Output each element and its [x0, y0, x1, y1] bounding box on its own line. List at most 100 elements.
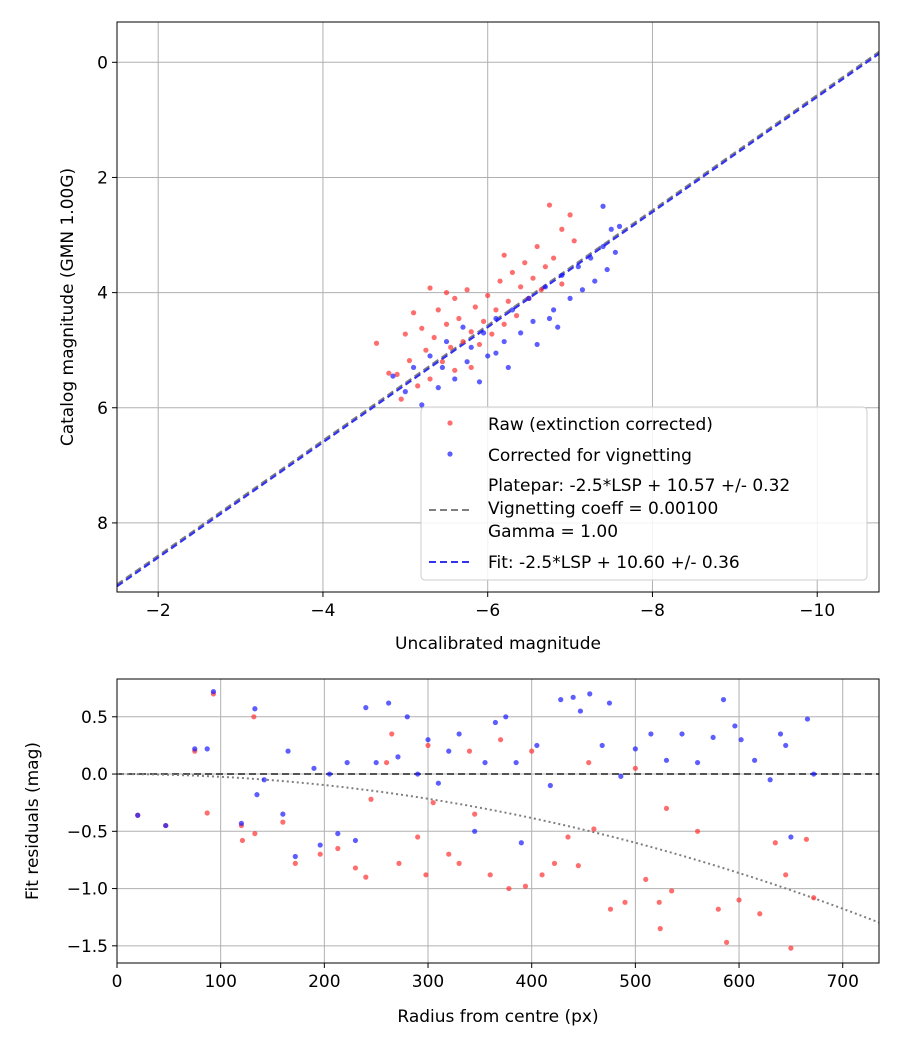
- bottom-raw-point: [565, 834, 571, 840]
- top-raw-point: [505, 298, 511, 304]
- bottom-corrected-point: [238, 820, 245, 826]
- top-x-axis-label: Uncalibrated magnitude: [395, 634, 601, 654]
- top-x-tick-label: −8: [640, 601, 665, 621]
- bottom-corrected-point: [404, 714, 410, 720]
- bottom-raw-point: [396, 860, 402, 866]
- bottom-corrected-point: [135, 812, 141, 818]
- bottom-raw-point: [657, 926, 663, 932]
- legend-raw-marker: [447, 420, 453, 426]
- top-y-tick-label: 4: [97, 284, 108, 304]
- bottom-corrected-point: [547, 782, 553, 789]
- bottom-raw-point: [632, 765, 638, 771]
- bottom-x-axis-label: Radius from centre (px): [397, 1007, 598, 1027]
- top-y-tick-label: 6: [97, 399, 108, 419]
- bottom-raw-point: [736, 897, 742, 903]
- bottom-raw-point: [529, 748, 535, 754]
- bottom-corrected-point: [679, 731, 685, 737]
- top-raw-point: [509, 269, 516, 276]
- top-corrected-point: [402, 389, 408, 395]
- bottom-raw-point: [487, 872, 493, 878]
- top-raw-point: [546, 202, 553, 208]
- top-raw-point: [534, 243, 540, 250]
- bottom-corrected-point: [804, 716, 811, 722]
- bottom-corrected-point: [587, 691, 593, 697]
- top-y-tick-label: 2: [97, 168, 108, 188]
- top-raw-point: [559, 281, 565, 287]
- top-raw-point: [493, 307, 499, 313]
- bottom-corrected-point: [317, 842, 323, 848]
- top-data-points: [373, 202, 623, 408]
- bottom-corrected-point: [326, 771, 333, 777]
- bottom-raw-point: [335, 845, 341, 852]
- top-raw-point: [410, 310, 417, 316]
- top-axes-frame: [116, 21, 880, 593]
- bottom-y-tick-label: −0.5: [67, 822, 108, 842]
- bottom-corrected-point: [192, 746, 198, 752]
- top-x-tick-label: −2: [146, 601, 171, 621]
- bottom-x-tick-label: 400: [515, 972, 547, 992]
- top-raw-point: [530, 275, 536, 281]
- bottom-corrected-point: [751, 757, 758, 763]
- top-y-axis-label: Catalog magnitude (GMN 1.00G): [58, 168, 78, 446]
- top-raw-point: [542, 264, 548, 270]
- top-corrected-point: [452, 376, 458, 382]
- bottom-raw-point: [715, 906, 721, 912]
- top-raw-point: [435, 307, 441, 313]
- top-corrected-point: [588, 255, 594, 261]
- bottom-corrected-point: [395, 754, 401, 760]
- top-corrected-point: [485, 353, 491, 359]
- top-raw-point: [443, 321, 450, 327]
- bottom-raw-point: [539, 872, 545, 878]
- top-corrected-point: [419, 402, 425, 408]
- top-raw-point: [501, 252, 507, 258]
- bottom-raw-point: [363, 874, 369, 880]
- bottom-raw-point: [368, 796, 374, 802]
- bottom-x-tick-label: 700: [826, 972, 858, 992]
- bottom-raw-point: [694, 828, 701, 834]
- bottom-axes-frame: [116, 678, 880, 964]
- legend-box: [420, 406, 868, 581]
- bottom-corrected-point: [710, 734, 716, 741]
- bottom-corrected-point: [513, 759, 519, 766]
- bottom-raw-point: [497, 737, 504, 743]
- top-corrected-point: [567, 295, 573, 301]
- bottom-corrected-point: [492, 719, 499, 726]
- legend: Raw (extinction corrected) Corrected for…: [420, 406, 868, 581]
- bottom-raw-point: [456, 860, 462, 866]
- top-corrected-point: [526, 295, 532, 301]
- top-corrected-point: [493, 315, 499, 322]
- top-raw-point: [456, 315, 462, 322]
- bottom-corrected-point: [558, 697, 564, 703]
- top-corrected-point: [460, 324, 466, 330]
- bottom-raw-point: [622, 899, 628, 905]
- top-corrected-point: [518, 330, 524, 336]
- bottom-raw-point: [607, 906, 614, 912]
- bottom-corrected-point: [344, 759, 350, 766]
- bottom-corrected-point: [732, 723, 738, 729]
- top-corrected-point: [439, 364, 445, 371]
- top-corrected-point: [579, 287, 586, 293]
- bottom-vignetting-curve: [117, 773, 879, 924]
- bottom-corrected-point: [811, 771, 817, 777]
- bottom-raw-point: [204, 810, 210, 816]
- top-raw-point: [402, 331, 408, 337]
- bottom-corrected-point: [618, 773, 624, 779]
- top-raw-point: [386, 370, 392, 376]
- bottom-corrected-point: [285, 748, 291, 754]
- top-raw-point: [559, 226, 565, 232]
- bottom-corrected-point: [261, 777, 267, 783]
- top-raw-point: [497, 278, 503, 284]
- top-corrected-point: [604, 266, 610, 273]
- top-corrected-point: [476, 379, 483, 385]
- bottom-corrected-point: [446, 748, 452, 754]
- bottom-corrected-point: [280, 811, 286, 817]
- top-raw-point: [398, 396, 404, 402]
- top-corrected-point: [464, 359, 470, 365]
- top-y-tick-label: 0: [97, 53, 108, 73]
- bottom-raw-point: [575, 863, 581, 869]
- top-raw-point: [501, 321, 507, 327]
- bottom-raw-point: [643, 876, 649, 883]
- bottom-corrected-point: [518, 840, 524, 846]
- top-raw-point: [485, 292, 491, 299]
